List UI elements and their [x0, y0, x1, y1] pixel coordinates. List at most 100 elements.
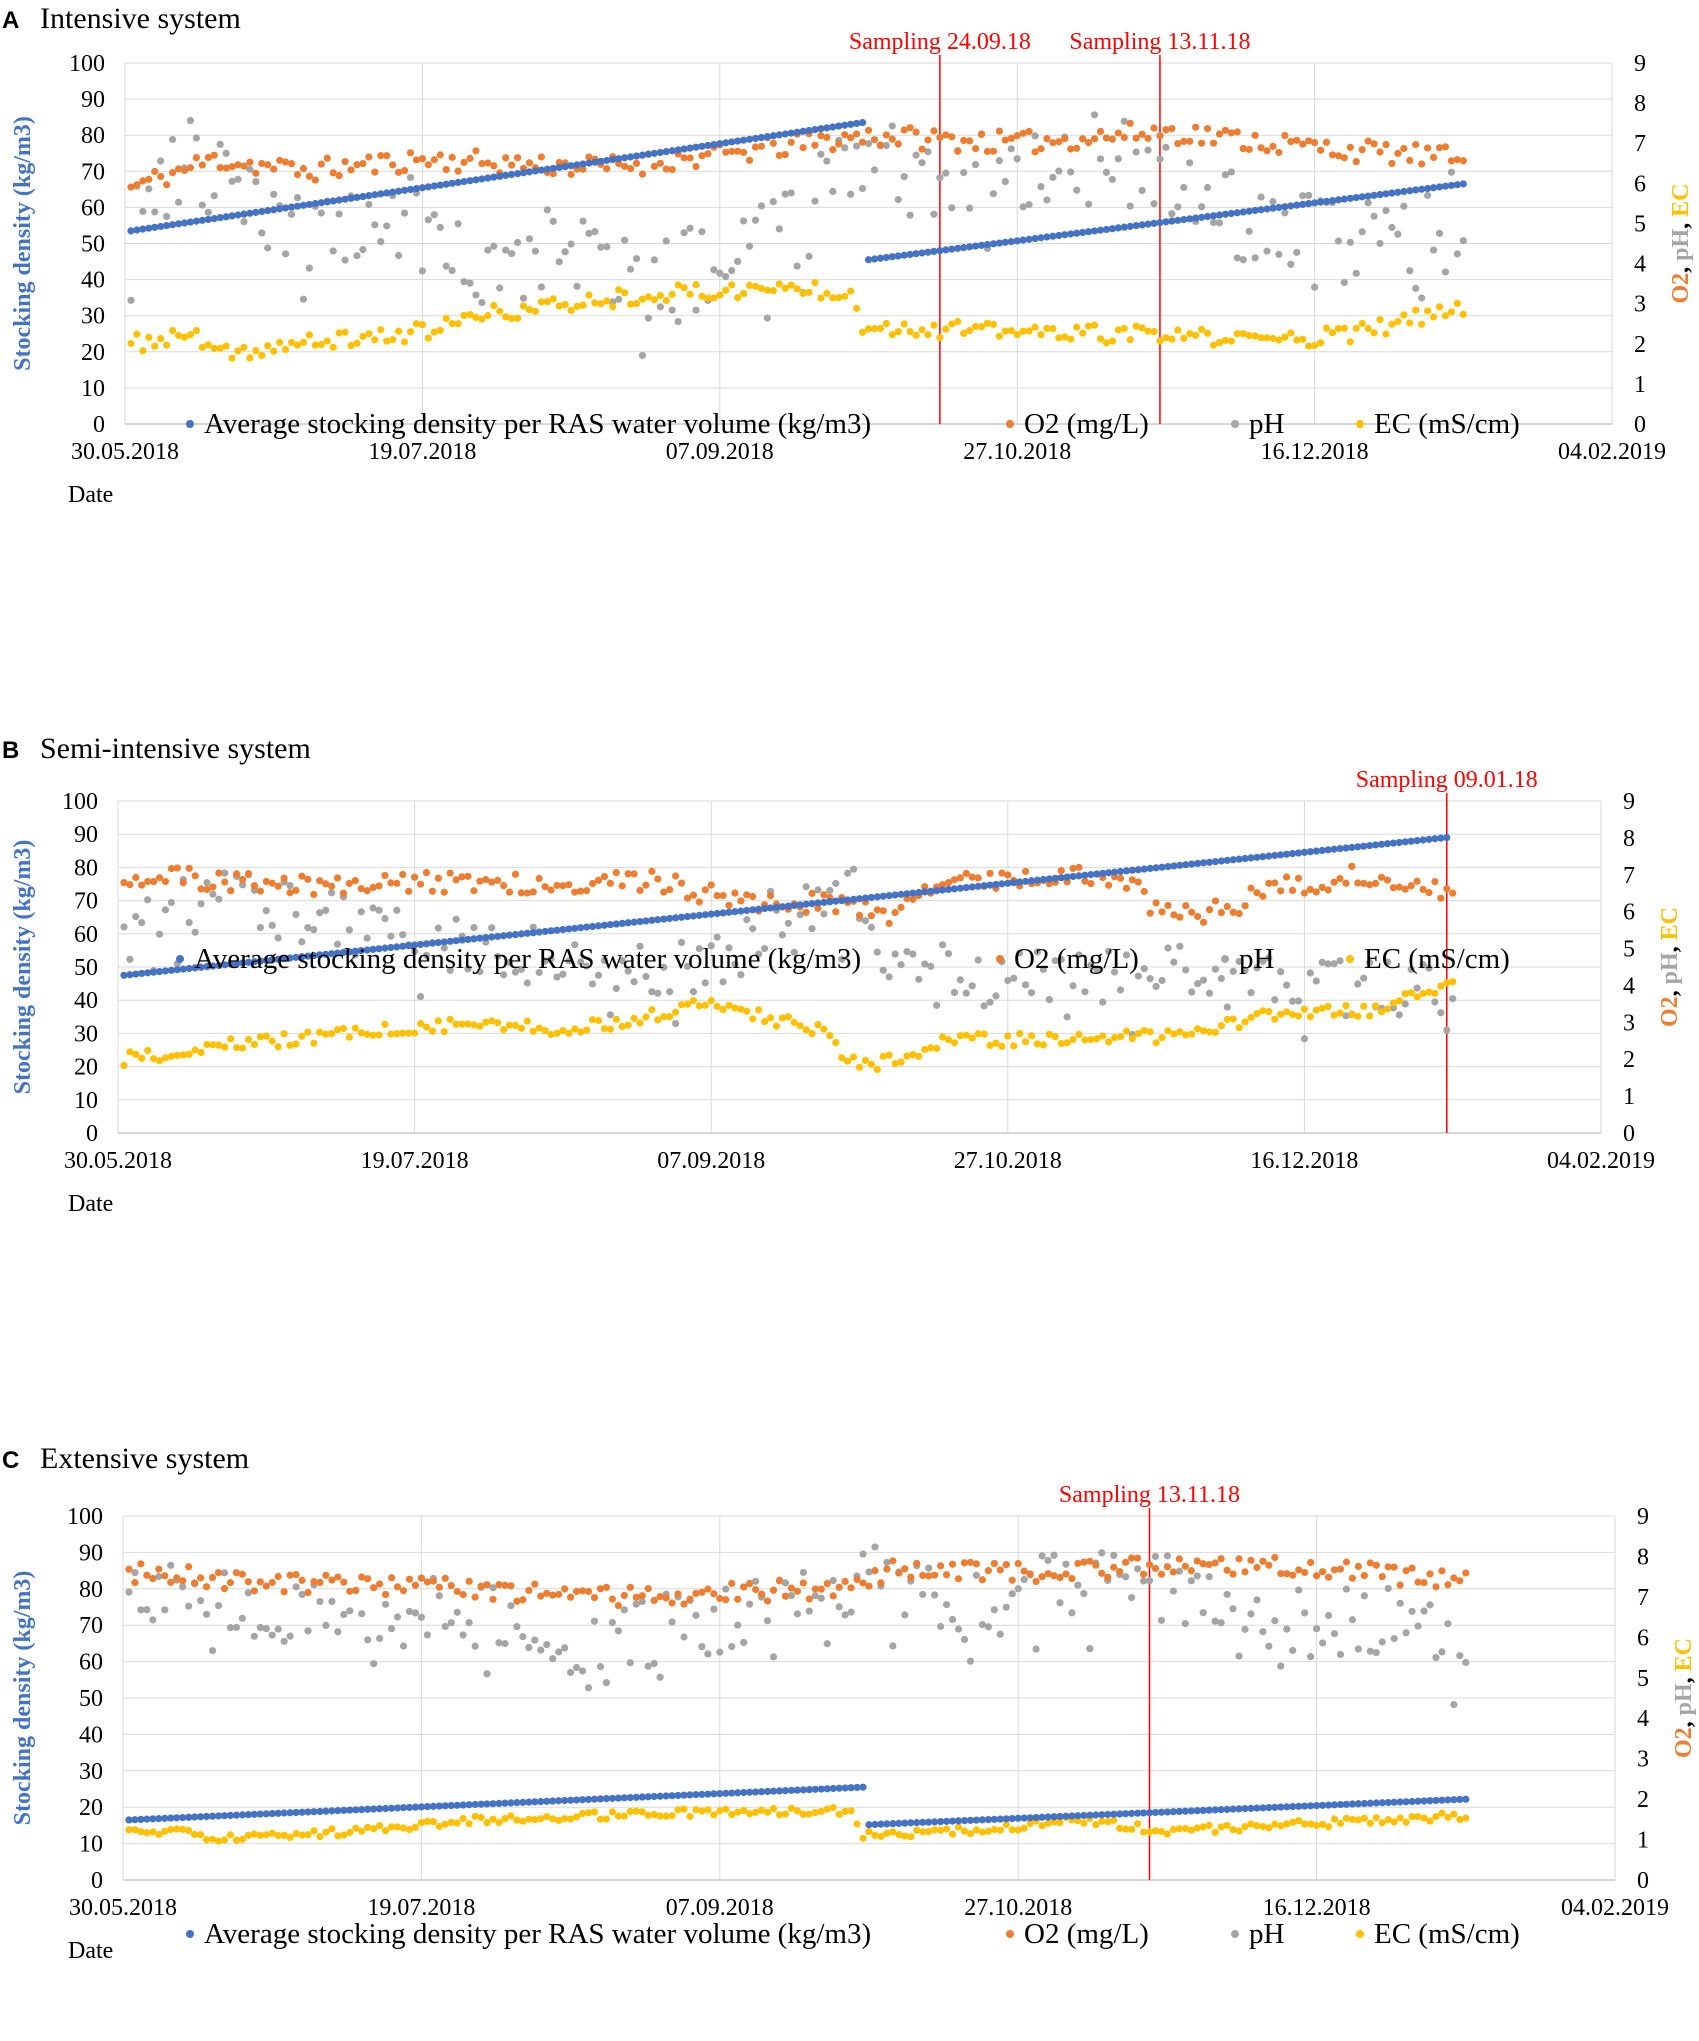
- density-point: [381, 1804, 390, 1813]
- o2-point: [203, 885, 211, 894]
- density-point: [775, 131, 783, 139]
- o2-point: [232, 1569, 240, 1577]
- ec-point: [416, 1019, 425, 1028]
- density-point: [1330, 845, 1338, 853]
- o2-point: [757, 142, 766, 150]
- ec-point: [430, 328, 438, 336]
- ph-point: [745, 242, 754, 250]
- legend-marker-density: [186, 1930, 194, 1938]
- ec-point: [222, 342, 230, 350]
- o2-point: [847, 1584, 855, 1592]
- ph-point: [1001, 177, 1009, 186]
- density-point: [760, 904, 769, 913]
- density-point: [638, 151, 647, 159]
- o2-point: [966, 137, 974, 145]
- ph-point: [1312, 977, 1320, 985]
- ec-point: [672, 1008, 680, 1016]
- density-point: [238, 959, 247, 967]
- density-point: [1067, 230, 1075, 238]
- ph-point: [143, 1606, 151, 1614]
- ec-point: [948, 1830, 957, 1838]
- ph-point: [1265, 1642, 1273, 1650]
- density-point: [476, 934, 484, 942]
- ph-point: [1163, 1552, 1171, 1560]
- ph-point: [1366, 958, 1374, 967]
- ph-point: [1197, 203, 1206, 211]
- ec-point: [173, 1825, 181, 1833]
- ph-point: [327, 889, 336, 897]
- ec-point: [1432, 1812, 1440, 1821]
- o2-point: [363, 887, 371, 895]
- density-point: [716, 140, 724, 148]
- ph-point: [882, 141, 890, 150]
- density-point: [805, 126, 813, 135]
- ph-point: [478, 298, 486, 307]
- density-point: [1114, 224, 1122, 232]
- ec-point: [1283, 1008, 1291, 1016]
- o2-point: [1348, 1574, 1357, 1582]
- o2-point: [1151, 1564, 1160, 1573]
- ph-point: [757, 202, 766, 210]
- o2-point: [490, 162, 498, 170]
- density-point: [157, 222, 165, 231]
- density-point: [1211, 1806, 1219, 1814]
- density-point: [424, 183, 432, 191]
- right-axis-title: O2, pH, EC: [1657, 907, 1683, 1027]
- density-point: [583, 923, 591, 931]
- density-point: [547, 927, 555, 935]
- ec-point: [841, 292, 849, 300]
- density-point: [1156, 218, 1164, 227]
- ec-point: [316, 1833, 324, 1841]
- density-point: [1038, 1813, 1046, 1821]
- density-point: [442, 180, 450, 188]
- ph-point: [1390, 1635, 1398, 1643]
- ph-point: [155, 1572, 163, 1581]
- ph-point: [1144, 146, 1152, 154]
- o2-point: [1334, 152, 1342, 160]
- ec-point: [1241, 1823, 1249, 1831]
- o2-point: [901, 1565, 909, 1573]
- ec-point: [832, 1038, 840, 1047]
- ph-point: [489, 1584, 497, 1592]
- density-point: [1358, 193, 1366, 201]
- left-tick-label: 60: [79, 1650, 103, 1676]
- density-point: [1382, 190, 1390, 198]
- ph-point: [252, 177, 260, 186]
- density-point: [579, 160, 587, 168]
- density-point: [1192, 214, 1200, 222]
- legend: Average stocking density per RAS water v…: [186, 408, 1520, 440]
- ph-point: [805, 252, 813, 260]
- right-axis-title-part: ,: [1668, 261, 1694, 273]
- ec-point: [1205, 1028, 1214, 1036]
- o2-point: [1217, 1555, 1225, 1563]
- density-point: [471, 1800, 479, 1809]
- ph-point: [132, 912, 140, 921]
- density-point: [680, 145, 688, 153]
- o2-point: [853, 130, 861, 138]
- legend-marker-ec: [1356, 1930, 1364, 1938]
- ph-point: [1126, 202, 1134, 210]
- ec-point: [196, 1831, 205, 1839]
- density-point: [577, 924, 585, 932]
- density-point: [968, 883, 976, 891]
- ph-point: [381, 1600, 390, 1608]
- density-point: [292, 1808, 300, 1817]
- o2-point: [430, 156, 438, 164]
- density-point: [1169, 1808, 1177, 1816]
- density-point: [921, 888, 929, 896]
- ph-point: [286, 881, 294, 890]
- o2-point: [1004, 871, 1012, 879]
- ph-point: [632, 1600, 640, 1608]
- ph-point: [829, 187, 837, 195]
- ph-point: [144, 896, 152, 904]
- right-tick-label: 8: [1637, 1544, 1649, 1570]
- o2-point: [1247, 884, 1255, 892]
- ec-point: [781, 284, 789, 292]
- ph-point: [710, 266, 718, 274]
- o2-point: [1370, 140, 1378, 148]
- density-point: [1322, 197, 1331, 205]
- o2-point: [1038, 1573, 1046, 1581]
- o2-point: [220, 1585, 229, 1593]
- o2-point: [244, 1578, 252, 1586]
